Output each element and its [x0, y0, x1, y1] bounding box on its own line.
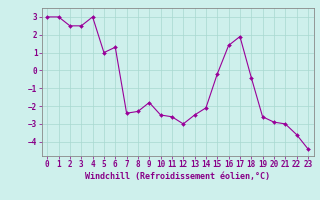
X-axis label: Windchill (Refroidissement éolien,°C): Windchill (Refroidissement éolien,°C) — [85, 172, 270, 181]
